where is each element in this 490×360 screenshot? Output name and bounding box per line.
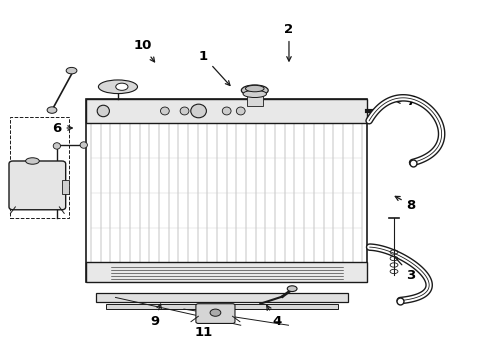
Bar: [86, 262, 367, 282]
Text: 5: 5: [21, 163, 50, 176]
Text: 6: 6: [52, 122, 72, 135]
Text: 8: 8: [395, 196, 416, 212]
Text: 2: 2: [284, 23, 294, 61]
Text: 4: 4: [267, 306, 281, 328]
Text: 1: 1: [199, 50, 230, 85]
Ellipse shape: [287, 286, 297, 292]
Bar: [106, 304, 338, 309]
Text: 11: 11: [195, 311, 213, 339]
Bar: [86, 99, 367, 282]
Ellipse shape: [236, 107, 245, 115]
Bar: [62, 180, 69, 194]
Text: 10: 10: [133, 39, 154, 62]
Ellipse shape: [116, 83, 128, 90]
Ellipse shape: [160, 107, 169, 115]
Bar: [10, 117, 69, 218]
Ellipse shape: [25, 158, 39, 164]
Ellipse shape: [53, 143, 61, 149]
Ellipse shape: [98, 80, 138, 94]
Ellipse shape: [47, 107, 57, 113]
Text: 9: 9: [150, 304, 161, 328]
Ellipse shape: [180, 107, 189, 115]
Ellipse shape: [245, 85, 264, 92]
Bar: [86, 99, 367, 123]
Text: 3: 3: [390, 251, 416, 282]
Bar: [247, 95, 263, 106]
Ellipse shape: [97, 105, 109, 117]
Ellipse shape: [222, 107, 231, 115]
Ellipse shape: [242, 85, 268, 96]
Ellipse shape: [210, 309, 221, 316]
Bar: [96, 293, 347, 302]
Ellipse shape: [191, 104, 206, 118]
FancyBboxPatch shape: [9, 161, 66, 210]
FancyBboxPatch shape: [196, 304, 235, 323]
Ellipse shape: [80, 142, 87, 148]
Text: 7: 7: [396, 95, 416, 108]
Ellipse shape: [243, 90, 267, 98]
Ellipse shape: [66, 67, 77, 74]
